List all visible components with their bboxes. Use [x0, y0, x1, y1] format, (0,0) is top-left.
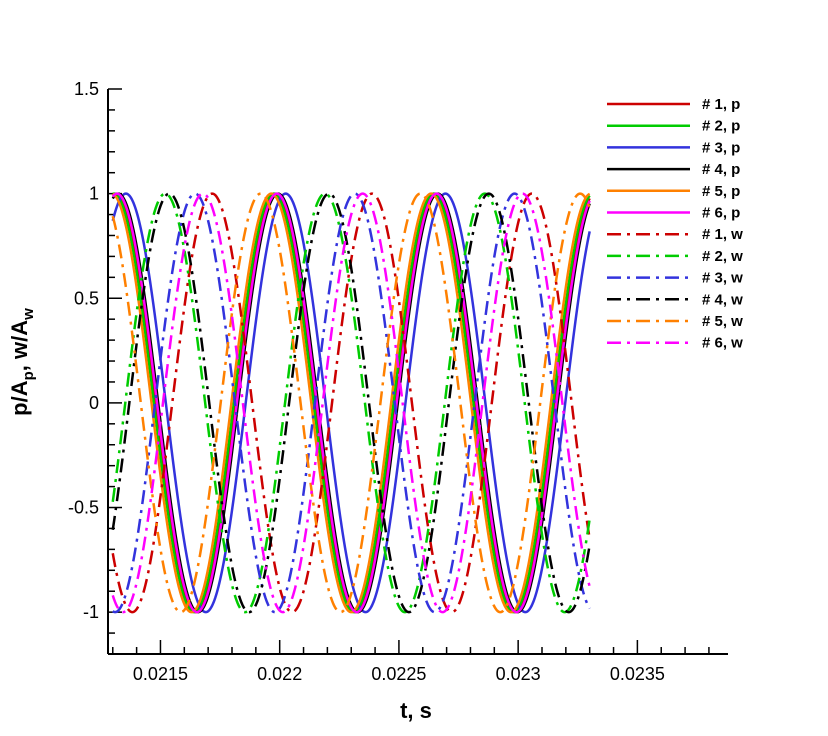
y-tick-label: -1 [83, 602, 99, 622]
x-tick-label: 0.022 [257, 664, 302, 684]
y-tick-label: 0 [89, 393, 99, 413]
y-tick-label: 1.5 [74, 79, 99, 99]
y-tick-label: 0.5 [74, 288, 99, 308]
y-axis-title: p/Ap, w/Aw [7, 308, 37, 416]
x-tick-label: 0.0215 [133, 664, 188, 684]
y-tick-label: -0.5 [68, 498, 99, 518]
legend-label: # 4, p [702, 161, 740, 178]
series-line [111, 192, 591, 614]
legend-label: # 2, w [702, 248, 743, 265]
series-line [111, 192, 591, 614]
series-line [111, 192, 591, 614]
series-line [112, 192, 591, 614]
legend-label: # 5, w [702, 313, 743, 330]
legend-label: # 6, w [702, 335, 743, 352]
series-line [111, 192, 591, 614]
legend-label: # 1, w [702, 226, 743, 243]
legend-label: # 5, p [702, 183, 740, 200]
x-axis-title: t, s [400, 698, 432, 723]
legend-label: # 1, p [702, 96, 740, 113]
x-tick-label: 0.0235 [610, 664, 665, 684]
legend-label: # 3, w [702, 270, 743, 287]
series-line [112, 192, 591, 614]
legend-label: # 6, p [702, 205, 740, 222]
x-tick-label: 0.023 [496, 664, 541, 684]
series-line [111, 192, 591, 614]
y-tick-label: 1 [89, 184, 99, 204]
legend-label: # 2, p [702, 118, 740, 135]
x-tick-label: 0.0225 [371, 664, 426, 684]
series-line [111, 192, 591, 614]
series-line [111, 192, 591, 614]
legend-label: # 3, p [702, 139, 740, 156]
legend-label: # 4, w [702, 291, 743, 308]
